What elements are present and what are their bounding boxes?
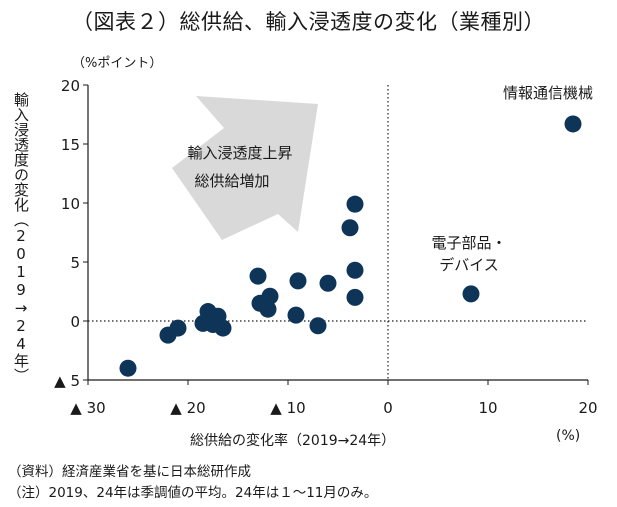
data-point xyxy=(261,287,279,305)
data-point xyxy=(309,317,327,335)
trend-arrow xyxy=(172,96,318,240)
x-tick-label: 0 xyxy=(383,399,393,417)
x-tick-label: ▲ 30 xyxy=(70,399,105,417)
data-point xyxy=(289,272,307,290)
x-axis-label: 総供給の変化率（2019→24年） xyxy=(190,433,396,449)
footnote: （注）2019、24年は季調値の平均。24年は１～11月のみ。 xyxy=(8,485,378,501)
arrow-label-supply: 総供給増加 xyxy=(194,172,269,190)
chart-title: （図表２）総供給、輸入浸透度の変化（業種別） xyxy=(72,10,545,34)
data-point xyxy=(319,274,337,292)
data-point xyxy=(346,288,364,306)
y-tick-label: ▲ 5 xyxy=(54,372,80,390)
axes xyxy=(83,84,589,385)
tick-labels: ▲ 5 0 5 10 15 20 ▲ 30 ▲ 20 ▲ 10 0 10 20 xyxy=(54,77,597,417)
y-tick-label: 15 xyxy=(61,136,80,154)
source-note: （資料）経済産業省を基に日本総研作成 xyxy=(8,464,251,480)
data-point xyxy=(564,115,582,133)
y-tick-label: 0 xyxy=(70,313,80,331)
y-tick-label: 5 xyxy=(70,254,80,272)
y-tick-label: 20 xyxy=(61,77,80,95)
data-points xyxy=(119,115,582,377)
notes: （資料）経済産業省を基に日本総研作成 （注）2019、24年は季調値の平均。24… xyxy=(8,462,377,504)
data-point xyxy=(214,319,232,337)
data-point xyxy=(249,267,267,285)
x-tick-label: ▲ 10 xyxy=(270,399,305,417)
data-point xyxy=(259,300,277,318)
arrow-label-import: 輸入浸透度上昇 xyxy=(187,144,292,162)
x-axis-unit: (%) xyxy=(556,428,581,444)
data-point xyxy=(341,219,359,237)
y-tick-label: 10 xyxy=(61,195,80,213)
y-axis-label: 輸入浸透度の変化（2019→24年） xyxy=(12,92,30,383)
label-devices: デバイス xyxy=(439,256,499,274)
y-axis-unit: （%ポイント） xyxy=(72,56,163,71)
data-point xyxy=(169,319,187,337)
x-tick-label: 20 xyxy=(578,399,597,417)
data-point xyxy=(462,285,480,303)
x-tick-label: 10 xyxy=(478,399,497,417)
data-point xyxy=(346,195,364,213)
data-point xyxy=(346,261,364,279)
data-point xyxy=(287,306,305,324)
label-info-comm-machinery: 情報通信機械 xyxy=(503,84,593,102)
data-point xyxy=(119,359,137,377)
label-electronic-parts: 電子部品・ xyxy=(431,234,506,252)
x-tick-label: ▲ 20 xyxy=(170,399,205,417)
